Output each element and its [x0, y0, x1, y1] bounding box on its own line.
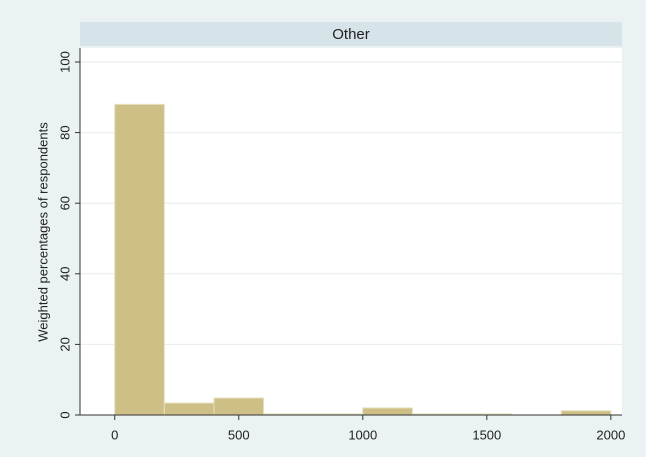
y-tick-label: 80	[57, 125, 72, 139]
plot-area	[80, 48, 622, 415]
title-strip	[80, 22, 622, 46]
x-tick-label: 1000	[348, 427, 377, 442]
chart-title: Other	[332, 26, 370, 43]
x-tick-label: 0	[111, 427, 118, 442]
bar	[213, 397, 265, 416]
x-tick-label: 2000	[596, 427, 625, 442]
bar	[362, 407, 413, 416]
bar	[163, 402, 215, 416]
y-tick-label: 40	[57, 267, 72, 281]
x-tick-label: 500	[228, 427, 250, 442]
bar	[114, 103, 165, 416]
x-tick-label: 1500	[472, 427, 501, 442]
y-tick-label: 60	[57, 196, 72, 210]
y-tick-label: 0	[57, 411, 72, 418]
y-tick-label: 100	[57, 51, 72, 73]
bar	[560, 410, 612, 416]
y-tick-label: 20	[57, 337, 72, 351]
y-axis-label: Weighted percentages of respondents	[35, 122, 50, 342]
